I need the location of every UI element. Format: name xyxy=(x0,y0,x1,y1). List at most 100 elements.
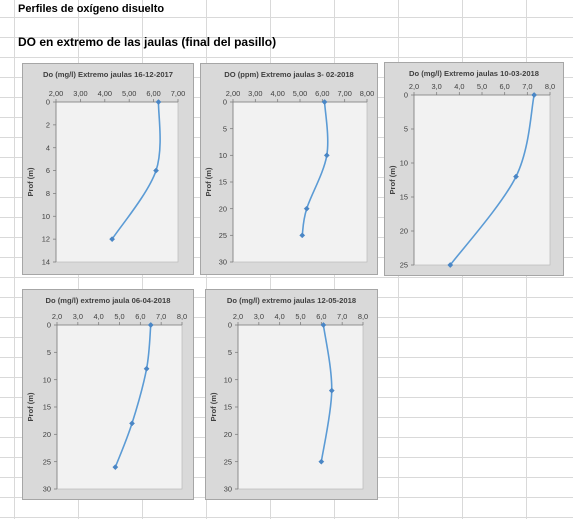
x-tick-label: 2,0 xyxy=(52,312,62,321)
chart-title: DO (ppm) Extremo jaulas 3- 02-2018 xyxy=(224,70,354,79)
series-line xyxy=(114,324,152,468)
y-tick-label: 15 xyxy=(43,403,51,412)
x-tick-label: 6,00 xyxy=(146,89,160,98)
y-tick-label: 14 xyxy=(42,258,50,267)
x-tick-label: 4,0 xyxy=(94,312,104,321)
x-tick-label: 6,0 xyxy=(316,312,326,321)
y-tick-label: 25 xyxy=(400,261,408,270)
plot-area xyxy=(55,101,179,263)
data-point xyxy=(320,322,327,328)
chart-svg: Do (mg/l) Extremo jaulas 10-03-2018 2,0 3,… xyxy=(384,62,564,276)
y-axis-title: Prof (m) xyxy=(26,392,35,422)
x-tick-label: 7,00 xyxy=(337,89,351,98)
y-tick-label: 25 xyxy=(219,231,227,240)
chart-svg: Do (mg/l) extremo jaulas 12-05-2018 2,0 3,… xyxy=(205,289,378,500)
data-point xyxy=(299,232,306,239)
x-tick-label: 6,00 xyxy=(315,89,329,98)
x-tick-label: 4,0 xyxy=(454,82,464,91)
x-tick-label: 7,0 xyxy=(522,82,532,91)
data-point xyxy=(112,464,119,471)
x-tick-label: 4,00 xyxy=(270,89,284,98)
y-tick-label: 5 xyxy=(228,348,232,357)
y-axis-title: Prof (m) xyxy=(209,392,218,422)
chart-do-03-02-2018[interactable]: DO (ppm) Extremo jaulas 3- 02-2018 2,00 3,… xyxy=(200,63,378,275)
data-point xyxy=(531,92,538,98)
data-point xyxy=(323,152,330,159)
series-line xyxy=(301,101,329,236)
x-tick-label: 2,0 xyxy=(233,312,243,321)
y-tick-label: 8 xyxy=(46,189,50,198)
y-tick-label: 20 xyxy=(43,430,51,439)
x-tick-label: 8,0 xyxy=(358,312,368,321)
x-tick-label: 7,0 xyxy=(156,312,166,321)
sheet-subtitle: DO en extremo de las jaulas (final del p… xyxy=(18,35,277,49)
data-point xyxy=(303,205,310,212)
y-tick-label: 6 xyxy=(46,166,50,175)
chart-do-10-03-2018[interactable]: Do (mg/l) Extremo jaulas 10-03-2018 2,0 3,… xyxy=(384,62,564,276)
data-point xyxy=(447,262,454,268)
chart-svg: Do (mg/l) extremo jaula 06-04-2018 2,0 3,0… xyxy=(22,289,194,500)
x-tick-label: 2,00 xyxy=(49,89,63,98)
data-point xyxy=(513,173,519,180)
y-tick-label: 0 xyxy=(46,98,50,107)
y-tick-label: 5 xyxy=(223,124,227,133)
y-tick-label: 25 xyxy=(43,457,51,466)
y-tick-label: 0 xyxy=(47,321,51,330)
x-tick-label: 7,00 xyxy=(171,89,185,98)
y-tick-label: 15 xyxy=(400,193,408,202)
chart-do-16-12-2017[interactable]: Do (mg/l) Extremo jaulas 16-12-2017 2,00 3… xyxy=(22,63,194,275)
y-tick-label: 20 xyxy=(219,204,227,213)
x-tick-label: 4,0 xyxy=(275,312,285,321)
chart-title: Do (mg/l) extremo jaulas 12-05-2018 xyxy=(227,296,356,305)
x-tick-label: 6,0 xyxy=(135,312,145,321)
data-point xyxy=(109,236,116,243)
chart-do-06-04-2018[interactable]: Do (mg/l) extremo jaula 06-04-2018 2,0 3,0… xyxy=(22,289,194,500)
plot-area xyxy=(237,324,364,490)
x-tick-label: 4,00 xyxy=(98,89,112,98)
y-tick-label: 10 xyxy=(43,375,51,384)
x-tick-label: 2,00 xyxy=(226,89,240,98)
chart-svg: DO (ppm) Extremo jaulas 3- 02-2018 2,00 3,… xyxy=(200,63,378,275)
x-tick-label: 5,0 xyxy=(114,312,124,321)
y-tick-label: 2 xyxy=(46,120,50,129)
y-tick-label: 5 xyxy=(404,125,408,134)
data-point xyxy=(318,458,325,465)
x-tick-label: 3,0 xyxy=(254,312,264,321)
y-tick-label: 12 xyxy=(42,235,50,244)
data-point xyxy=(328,387,335,394)
x-tick-label: 8,0 xyxy=(177,312,187,321)
y-tick-label: 10 xyxy=(219,151,227,160)
x-tick-label: 2,0 xyxy=(409,82,419,91)
y-tick-label: 20 xyxy=(224,430,232,439)
y-tick-label: 30 xyxy=(224,485,232,494)
y-tick-label: 15 xyxy=(219,178,227,187)
x-tick-label: 5,00 xyxy=(122,89,136,98)
x-tick-label: 5,0 xyxy=(477,82,487,91)
y-axis-title: Prof (m) xyxy=(388,165,397,195)
chart-title: Do (mg/l) Extremo jaulas 10-03-2018 xyxy=(409,69,539,78)
y-tick-label: 20 xyxy=(400,227,408,236)
y-tick-label: 10 xyxy=(42,212,50,221)
x-tick-label: 5,0 xyxy=(295,312,305,321)
chart-do-12-05-2018[interactable]: Do (mg/l) extremo jaulas 12-05-2018 2,0 3,… xyxy=(205,289,378,500)
y-tick-label: 25 xyxy=(224,457,232,466)
data-point xyxy=(147,322,154,328)
x-tick-label: 8,0 xyxy=(545,82,555,91)
y-tick-label: 15 xyxy=(224,403,232,412)
y-tick-label: 30 xyxy=(43,485,51,494)
x-tick-label: 3,0 xyxy=(73,312,83,321)
y-tick-label: 30 xyxy=(219,258,227,267)
y-axis-title: Prof (m) xyxy=(204,167,213,197)
data-point xyxy=(143,365,150,372)
data-point xyxy=(155,99,162,105)
x-tick-label: 3,00 xyxy=(248,89,262,98)
y-tick-label: 0 xyxy=(223,98,227,107)
sheet-title: Perfiles de oxígeno disuelto xyxy=(18,3,165,15)
plot-area xyxy=(56,324,183,490)
y-tick-label: 0 xyxy=(404,91,408,100)
plot-area xyxy=(232,101,368,263)
y-tick-label: 0 xyxy=(228,321,232,330)
data-point xyxy=(321,99,328,105)
chart-title: Do (mg/l) Extremo jaulas 16-12-2017 xyxy=(43,70,173,79)
data-point xyxy=(153,167,159,174)
